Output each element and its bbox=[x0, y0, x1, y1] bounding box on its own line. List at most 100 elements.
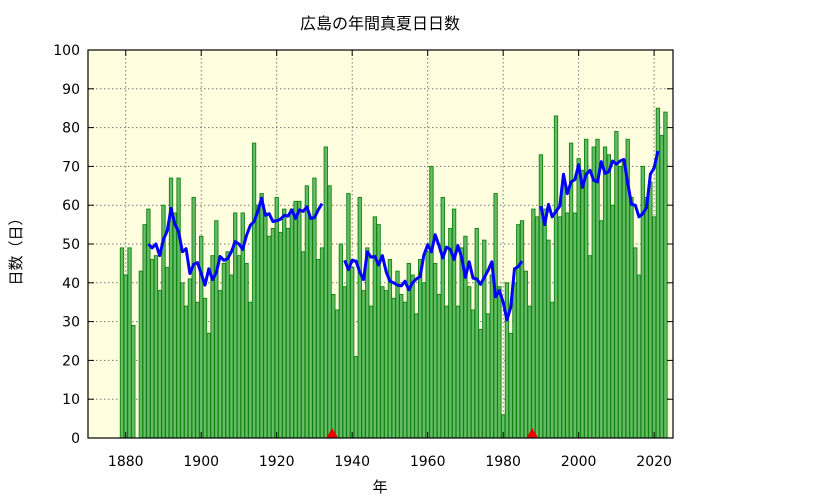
y-tick-label: 100 bbox=[53, 43, 80, 59]
bar bbox=[217, 290, 223, 439]
bar bbox=[542, 208, 547, 439]
y-tick-label: 10 bbox=[62, 392, 80, 408]
bar bbox=[391, 297, 396, 439]
bar bbox=[512, 282, 517, 439]
bar bbox=[425, 251, 430, 439]
bar bbox=[470, 309, 476, 439]
bar bbox=[459, 247, 464, 439]
bar bbox=[244, 262, 249, 439]
bar bbox=[640, 165, 645, 439]
y-tick-label: 40 bbox=[62, 276, 80, 292]
bar bbox=[304, 185, 310, 439]
bar bbox=[368, 305, 374, 439]
bar bbox=[180, 282, 185, 439]
bar bbox=[659, 134, 664, 439]
bar bbox=[519, 220, 525, 439]
bar bbox=[236, 255, 242, 439]
bar bbox=[576, 158, 581, 439]
x-tick-label: 2020 bbox=[636, 454, 672, 470]
y-tick-label: 90 bbox=[62, 82, 80, 98]
x-tick-label: 1900 bbox=[183, 454, 219, 470]
bar bbox=[380, 286, 385, 439]
bar bbox=[131, 325, 136, 439]
bar bbox=[648, 181, 653, 439]
bar bbox=[346, 193, 351, 439]
bar bbox=[527, 305, 532, 439]
bars bbox=[119, 107, 668, 439]
bar bbox=[448, 228, 453, 439]
bar bbox=[602, 146, 608, 439]
bar bbox=[534, 216, 540, 439]
bar bbox=[195, 301, 200, 439]
bar bbox=[417, 259, 423, 439]
bar bbox=[387, 259, 393, 439]
bar bbox=[289, 208, 294, 439]
moving-average-line bbox=[343, 233, 524, 322]
bar bbox=[300, 251, 306, 439]
bar bbox=[251, 142, 257, 439]
bar bbox=[316, 259, 321, 439]
bar bbox=[467, 286, 472, 439]
bar bbox=[546, 239, 551, 439]
bar bbox=[565, 212, 570, 439]
bar bbox=[451, 208, 457, 439]
bar bbox=[353, 356, 359, 439]
bar bbox=[282, 208, 287, 439]
bar bbox=[399, 293, 404, 439]
x-tick-label: 1960 bbox=[410, 454, 446, 470]
bar bbox=[183, 305, 189, 439]
x-tick-label: 1940 bbox=[334, 454, 370, 470]
bar bbox=[248, 301, 253, 439]
bar bbox=[591, 146, 596, 439]
bar bbox=[402, 301, 408, 439]
x-tick-label: 2000 bbox=[561, 454, 597, 470]
bar bbox=[263, 212, 268, 439]
bar bbox=[663, 111, 668, 439]
x-tick-label: 1980 bbox=[485, 454, 521, 470]
bar bbox=[221, 262, 227, 439]
bar bbox=[489, 274, 494, 439]
y-tick-label: 30 bbox=[62, 315, 80, 331]
y-tick-label: 80 bbox=[62, 121, 80, 137]
relocation-marker bbox=[326, 428, 339, 438]
bar bbox=[255, 204, 260, 439]
bar bbox=[421, 282, 427, 439]
bar bbox=[644, 196, 649, 439]
bar bbox=[297, 200, 302, 439]
y-tick-label: 20 bbox=[62, 353, 80, 369]
bar bbox=[176, 177, 181, 439]
bar bbox=[361, 290, 366, 439]
bar bbox=[440, 196, 445, 439]
bar bbox=[414, 313, 419, 439]
bar bbox=[331, 293, 336, 439]
bar bbox=[561, 181, 566, 439]
bar bbox=[485, 313, 491, 439]
bar bbox=[614, 131, 619, 439]
bar bbox=[516, 224, 521, 439]
bar bbox=[327, 185, 332, 439]
y-axis-label: 日数（日） bbox=[7, 210, 25, 285]
bar bbox=[191, 196, 196, 439]
bar bbox=[150, 259, 155, 439]
x-tick-label: 1880 bbox=[108, 454, 144, 470]
bar bbox=[210, 255, 215, 439]
bar bbox=[429, 165, 434, 439]
bar bbox=[323, 146, 328, 439]
bar bbox=[455, 305, 461, 439]
bar bbox=[119, 247, 125, 439]
bar bbox=[553, 115, 559, 439]
bar bbox=[610, 204, 615, 439]
x-axis-label: 年 bbox=[372, 478, 387, 496]
bar bbox=[538, 154, 544, 439]
bar bbox=[202, 297, 208, 439]
bar bbox=[319, 247, 325, 439]
bar bbox=[127, 247, 132, 439]
bar bbox=[636, 274, 642, 439]
bar bbox=[278, 231, 283, 439]
bar bbox=[138, 270, 143, 439]
bar bbox=[267, 235, 272, 439]
x-tick-label: 1920 bbox=[259, 454, 295, 470]
bar bbox=[606, 154, 611, 439]
bar bbox=[153, 255, 159, 439]
bar bbox=[580, 169, 585, 439]
